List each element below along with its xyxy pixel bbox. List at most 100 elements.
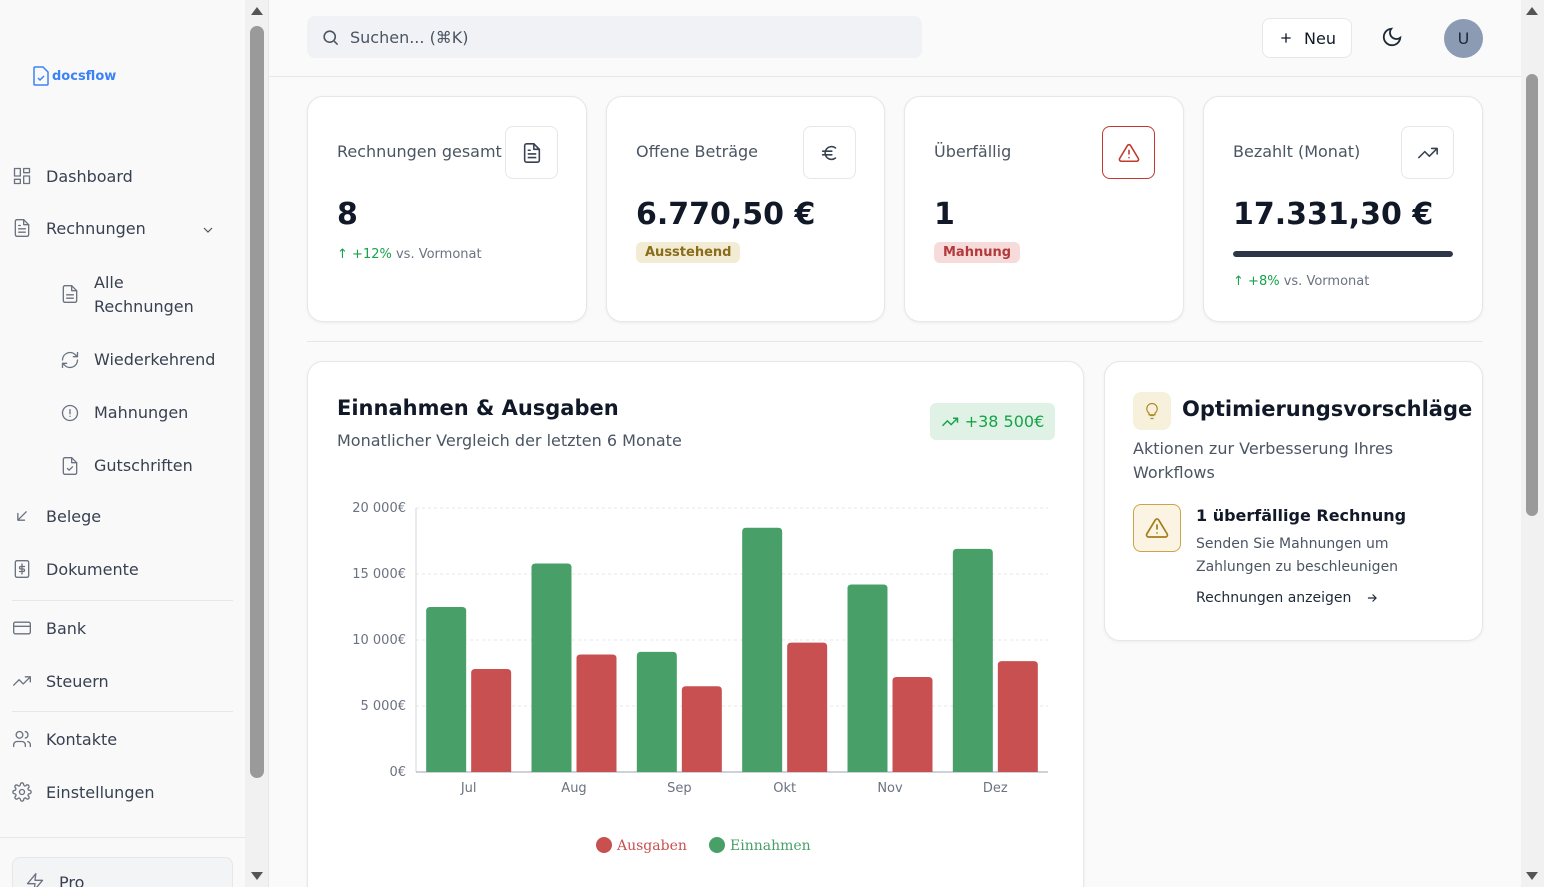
stat-value: 17.331,30 € <box>1233 197 1434 232</box>
document-icon <box>14 219 30 237</box>
credit-card-icon <box>13 621 32 635</box>
sidebar-item-label: Wiederkehrend <box>94 350 216 369</box>
logo-icon <box>33 66 49 86</box>
lightbulb-icon <box>1146 402 1158 420</box>
stat-label: Überfällig <box>934 142 1012 161</box>
stat-card-paid-month: Bezahlt (Monat) 17.331,30 € ↑ +8% vs. Vo… <box>1203 96 1483 322</box>
bar-ausgaben <box>576 654 617 772</box>
bar-ausgaben <box>681 686 722 772</box>
x-tick-label: Dez <box>983 781 1008 796</box>
scroll-down-arrow[interactable] <box>1526 872 1538 880</box>
legend-swatch <box>709 837 725 853</box>
sidebar-item-label: Belege <box>46 506 102 526</box>
gear-icon <box>12 782 32 802</box>
sidebar-item-wiederkehrend[interactable]: Wiederkehrend <box>60 348 215 372</box>
sidebar-item-gutschriften[interactable]: Gutschriften <box>60 454 193 478</box>
sidebar-item-label: Kontakte <box>46 729 118 749</box>
scroll-up-arrow[interactable] <box>1526 7 1538 15</box>
stat-icon-box <box>1401 126 1454 179</box>
avatar-initial: U <box>1457 29 1470 48</box>
bar-einnahmen <box>952 548 993 772</box>
stat-icon-box <box>1102 126 1155 179</box>
view-invoices-link[interactable]: Rechnungen anzeigen <box>1196 590 1379 606</box>
bar-ausgaben <box>997 661 1038 772</box>
sidebar-divider <box>0 837 245 838</box>
pro-label: Pro <box>59 872 85 887</box>
net-change-badge: +38 500€ <box>930 403 1055 440</box>
optimization-title: Optimierungsvorschläge <box>1182 397 1473 421</box>
sidebar-item-rechnungen[interactable]: Rechnungen <box>12 218 146 238</box>
trend-text: vs. Vormonat <box>1283 274 1370 289</box>
pro-upgrade-box[interactable]: Pro <box>12 857 233 887</box>
alert-circle-icon <box>61 404 79 422</box>
search-input[interactable] <box>350 27 890 47</box>
app-name: docsflow <box>52 68 117 84</box>
sidebar-item-steuern[interactable]: Steuern <box>12 671 109 691</box>
sidebar-item-bank[interactable]: Bank <box>12 618 86 638</box>
sidebar-item-belege[interactable]: Belege <box>12 506 101 526</box>
suggestion-title: 1 überfällige Rechnung <box>1196 506 1407 525</box>
sidebar-scrollbar[interactable] <box>245 0 269 887</box>
stat-label: Bezahlt (Monat) <box>1233 142 1361 161</box>
scrollbar-thumb[interactable] <box>250 26 264 778</box>
paid-progress-bar <box>1233 251 1453 257</box>
sidebar-item-kontakte[interactable]: Kontakte <box>12 729 117 749</box>
avatar[interactable]: U <box>1444 19 1483 58</box>
legend-label: Ausgaben <box>616 838 687 854</box>
sidebar-divider <box>12 600 233 601</box>
stat-label: Rechnungen gesamt <box>337 142 502 161</box>
scroll-up-arrow[interactable] <box>251 7 263 15</box>
scroll-down-arrow[interactable] <box>251 872 263 880</box>
suggestion-icon-box <box>1133 504 1181 552</box>
x-tick-label: Aug <box>561 781 586 796</box>
chart-subtitle: Monatlicher Vergleich der letzten 6 Mona… <box>337 431 682 450</box>
search-icon <box>323 29 339 45</box>
bar-einnahmen <box>742 527 783 772</box>
euro-icon <box>821 145 836 160</box>
status-badge: Ausstehend <box>636 242 741 263</box>
pro-item[interactable]: Pro <box>25 872 84 887</box>
bar-ausgaben <box>471 669 512 772</box>
bar-einnahmen <box>531 563 572 772</box>
search-bar[interactable] <box>307 16 922 58</box>
app-logo[interactable]: docsflow <box>32 66 116 86</box>
sidebar-item-alle-rechnungen[interactable]: Alle Rechnungen <box>60 271 200 319</box>
bar-einnahmen <box>426 607 467 772</box>
optimization-card: Optimierungsvorschläge Aktionen zur Verb… <box>1104 361 1483 641</box>
scrollbar-thumb[interactable] <box>1526 74 1538 516</box>
theme-toggle-button[interactable] <box>1377 22 1407 52</box>
chevron-down-icon[interactable] <box>200 222 216 238</box>
stat-card-open-amounts: Offene Beträge 6.770,50 € Ausstehend <box>606 96 885 322</box>
trend-value: +12% <box>352 247 392 262</box>
revenue-chart-card: Einnahmen & Ausgaben Monatlicher Verglei… <box>307 361 1084 887</box>
stat-value: 6.770,50 € <box>636 197 816 232</box>
sidebar-item-dokumente[interactable]: Dokumente <box>12 559 139 579</box>
section-divider <box>307 341 1483 342</box>
sidebar-item-dashboard[interactable]: Dashboard <box>12 166 133 186</box>
sidebar-item-label: Rechnungen <box>46 218 146 238</box>
trending-up-icon <box>941 417 958 426</box>
y-tick-label: 10 000€ <box>352 633 406 648</box>
view-invoices-link-label: Rechnungen anzeigen <box>1196 590 1352 606</box>
trend-text: vs. Vormonat <box>395 247 482 262</box>
legend-label: Einnahmen <box>730 838 811 854</box>
bar-chart: 0€ 5 000€ 10 000€ 15 000€ 20 000€ Jul Aug Sep Ok… <box>352 501 1048 854</box>
warning-triangle-icon <box>1145 518 1169 538</box>
x-tick-label: Sep <box>667 781 692 796</box>
sidebar-item-mahnungen[interactable]: Mahnungen <box>60 401 188 425</box>
trend-up-arrow-icon: ↑ <box>1233 274 1244 289</box>
file-dollar-icon <box>14 560 30 578</box>
sidebar-item-einstellungen[interactable]: Einstellungen <box>12 782 154 802</box>
y-tick-label: 20 000€ <box>352 501 406 516</box>
sidebar-item-label: Gutschriften <box>94 456 193 475</box>
y-tick-label: 15 000€ <box>352 567 406 582</box>
new-button[interactable]: Neu <box>1262 18 1352 58</box>
y-tick-label: 5 000€ <box>361 699 407 714</box>
dashboard-grid-icon <box>13 167 31 185</box>
lightning-icon <box>26 873 44 887</box>
status-badge: Mahnung <box>934 242 1021 263</box>
top-header: Neu U <box>269 0 1521 77</box>
bar-einnahmen <box>847 584 888 772</box>
main-scrollbar[interactable] <box>1521 0 1544 887</box>
stat-card-overdue: Überfällig 1 Mahnung <box>904 96 1184 322</box>
